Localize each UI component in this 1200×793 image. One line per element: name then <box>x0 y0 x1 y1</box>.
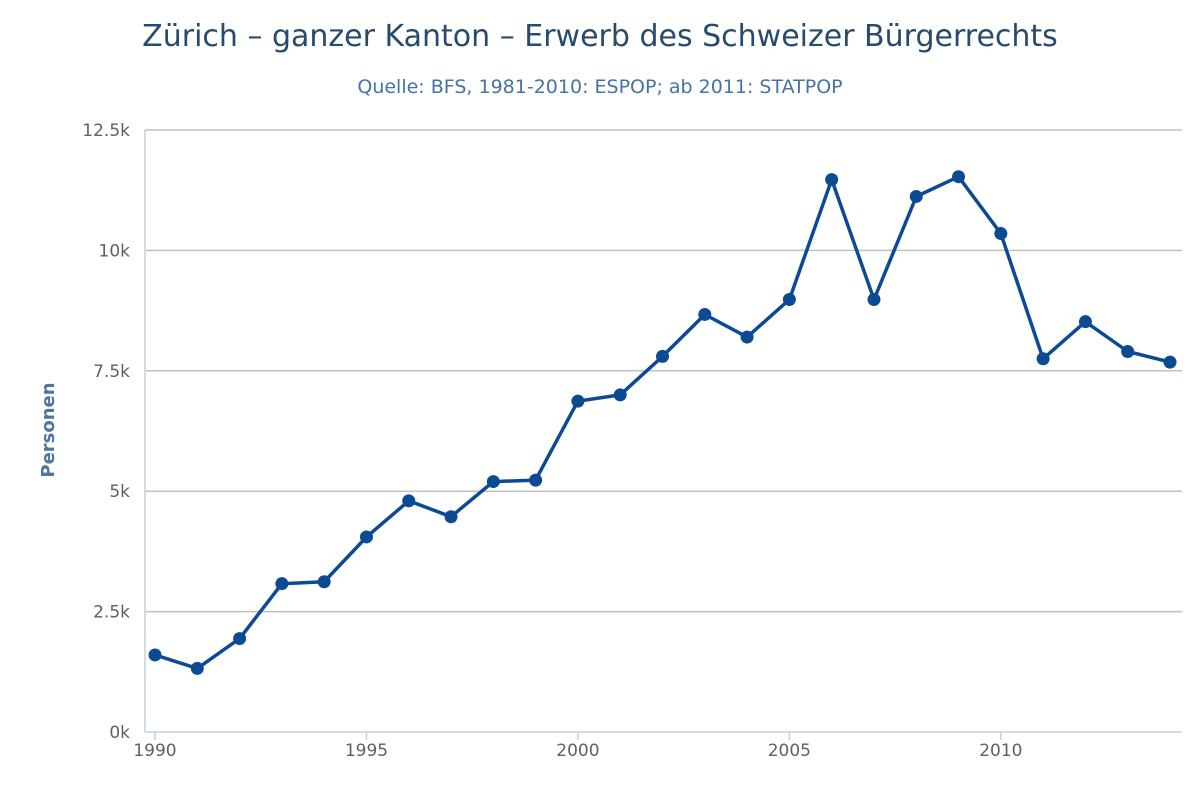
y-tick-label: 5k <box>109 482 130 502</box>
y-tick-label: 2.5k <box>93 603 130 623</box>
data-point <box>486 475 500 489</box>
y-axis-title: Personen <box>38 382 59 477</box>
y-tick-label: 0k <box>109 723 130 743</box>
data-point <box>994 227 1008 241</box>
chart-subtitle: Quelle: BFS, 1981-2010: ESPOP; ab 2011: … <box>357 76 842 98</box>
data-point <box>825 173 839 187</box>
data-point <box>656 349 669 363</box>
data-point <box>402 494 416 508</box>
data-point <box>613 388 627 402</box>
data-point <box>952 170 966 184</box>
x-tick-label: 1990 <box>133 741 176 761</box>
chart-title: Zürich – ganzer Kanton – Erwerb des Schw… <box>142 19 1058 54</box>
data-point <box>1121 345 1135 359</box>
data-point <box>1163 355 1177 369</box>
data-point <box>1078 315 1092 329</box>
y-tick-label: 10k <box>99 241 131 261</box>
x-tick-label: 1995 <box>345 741 388 761</box>
data-point <box>740 330 754 344</box>
data-point <box>190 661 204 675</box>
x-tick-label: 2010 <box>979 741 1022 761</box>
gridlines <box>145 129 1182 613</box>
y-tick-label: 12.5k <box>82 121 130 141</box>
data-point <box>571 394 585 408</box>
data-point <box>698 307 712 321</box>
x-tick-label: 2000 <box>556 741 599 761</box>
axes: 0k 2.5k 5k 7.5k 10k 12.5k 1990 1995 2000 2005 2010 <box>82 121 1182 761</box>
y-tick-label: 7.5k <box>93 362 130 382</box>
data-series <box>148 170 1177 675</box>
data-point <box>867 293 881 307</box>
data-point <box>529 473 543 487</box>
data-point <box>909 189 923 203</box>
data-point <box>275 577 289 591</box>
data-point <box>317 575 331 589</box>
x-tick-label: 2005 <box>768 741 811 761</box>
data-point <box>233 632 247 646</box>
data-point <box>782 293 796 307</box>
data-point <box>359 530 373 544</box>
data-point <box>148 648 162 662</box>
data-point <box>1036 352 1050 366</box>
data-point <box>444 510 458 524</box>
